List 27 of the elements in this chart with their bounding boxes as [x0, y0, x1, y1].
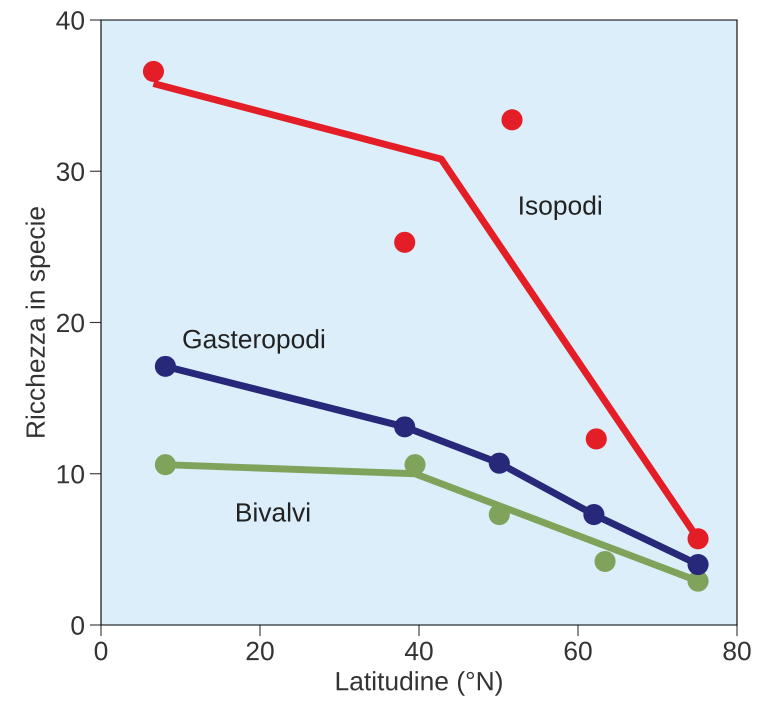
point — [394, 232, 416, 253]
x-tick-label: 80 — [723, 642, 751, 660]
series-label: Gasteropodi — [183, 329, 324, 354]
point — [142, 60, 164, 82]
point — [594, 550, 616, 572]
point — [488, 452, 510, 474]
y-tick-label: 40 — [56, 11, 84, 30]
y-tick-label: 0 — [71, 616, 84, 635]
point — [583, 504, 604, 526]
series-label: Bivalvi — [237, 502, 310, 522]
x-tick-label: 20 — [246, 642, 274, 660]
point — [688, 528, 709, 550]
y-tick-label: 10 — [58, 464, 84, 484]
point — [154, 356, 176, 377]
x-tick-label: 60 — [564, 642, 592, 660]
x-tick-label: 40 — [404, 642, 433, 660]
y-axis-title: Ricchezza in specie — [26, 207, 50, 437]
x-axis-title: Latitudine (°N) — [336, 671, 502, 696]
point — [154, 454, 176, 476]
series-label: Isopodi — [520, 195, 601, 220]
y-tick-label: 20 — [57, 314, 84, 332]
point — [394, 416, 416, 438]
y-tick-label: 30 — [56, 162, 84, 182]
point — [501, 109, 523, 130]
point — [688, 554, 709, 576]
x-tick-label: 0 — [94, 642, 108, 660]
point — [586, 428, 607, 450]
